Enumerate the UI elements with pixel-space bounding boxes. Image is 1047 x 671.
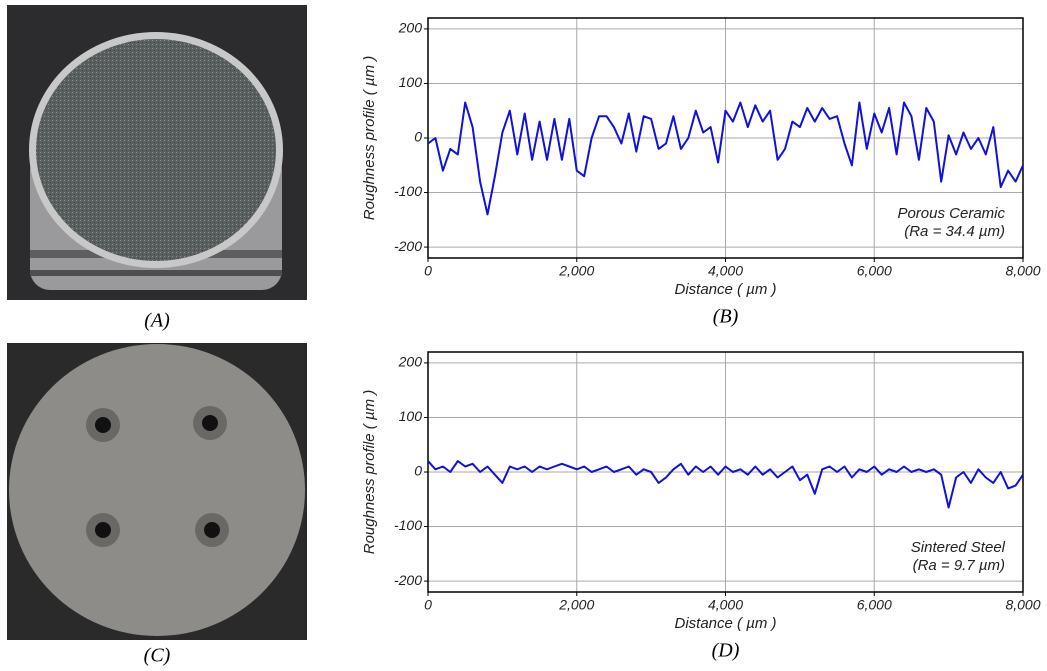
plot-frame — [427, 351, 1024, 593]
x-axis-label: Distance ( µm ) — [675, 281, 777, 298]
photo-a — [7, 5, 307, 300]
y-axis-label: Roughness profile ( µm ) — [361, 390, 378, 555]
y-tick-label: 100 — [399, 408, 423, 424]
y-tick-label: 100 — [399, 74, 423, 90]
panel-caption: (D) — [712, 640, 740, 662]
x-tick-label: 4,000 — [708, 263, 743, 279]
panel-caption: (B) — [713, 306, 739, 328]
data-line — [427, 101, 1024, 216]
x-tick-label: 2,000 — [558, 597, 594, 613]
x-tick-label: 6,000 — [857, 263, 892, 279]
y-tick-label: -100 — [394, 183, 422, 199]
annotation: (Ra = 9.7 µm) — [913, 557, 1005, 574]
y-tick-label: -200 — [394, 572, 422, 588]
x-tick-label: 8,000 — [1005, 597, 1040, 613]
x-tick-label: 6,000 — [857, 597, 892, 613]
photo-caption: (C) — [144, 645, 171, 667]
plot-frame — [427, 17, 1024, 259]
annotation: Sintered Steel — [911, 539, 1006, 556]
y-tick-label: 0 — [414, 129, 422, 145]
x-tick-label: 2,000 — [558, 263, 594, 279]
y-tick-label: -100 — [394, 517, 422, 533]
x-tick-label: 8,000 — [1005, 263, 1040, 279]
photo-c — [7, 343, 307, 640]
y-tick-label: 200 — [398, 20, 423, 36]
x-tick-label: 4,000 — [708, 597, 743, 613]
x-tick-label: 0 — [424, 597, 432, 613]
y-tick-label: 200 — [398, 354, 423, 370]
data-line — [427, 460, 1024, 509]
x-axis-label: Distance ( µm ) — [675, 615, 777, 632]
y-tick-label: 0 — [414, 463, 422, 479]
x-tick-label: 0 — [424, 263, 432, 279]
annotation: Porous Ceramic — [897, 205, 1005, 222]
annotation: (Ra = 34.4 µm) — [904, 223, 1005, 240]
y-tick-label: -200 — [394, 238, 422, 254]
photo-caption: (A) — [144, 310, 170, 332]
y-axis-label: Roughness profile ( µm ) — [361, 56, 378, 221]
